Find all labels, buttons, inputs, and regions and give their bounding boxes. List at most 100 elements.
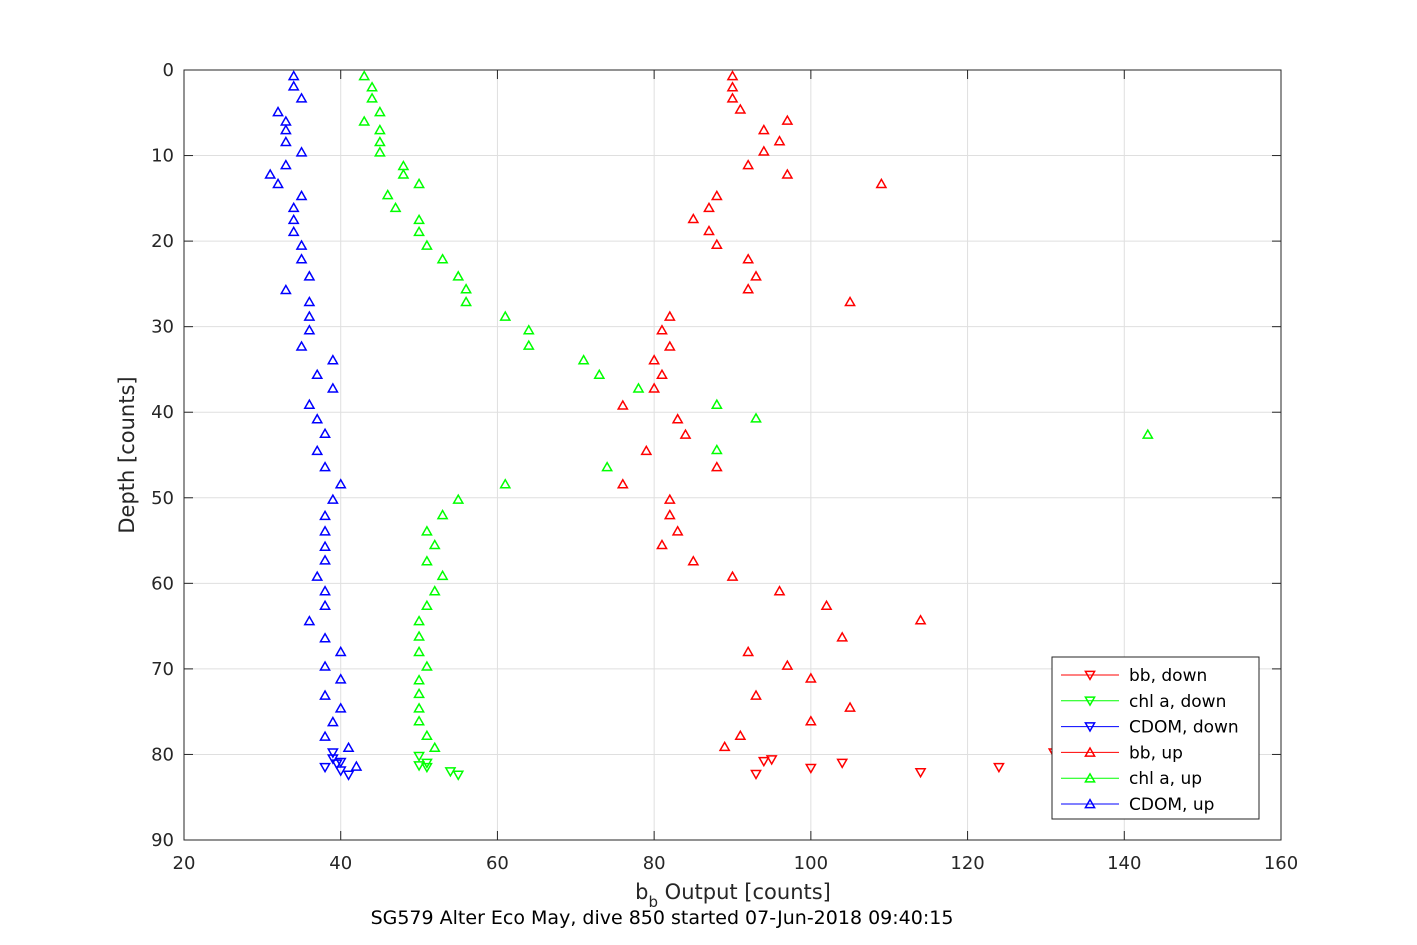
data-point [319, 554, 331, 565]
series-5 [264, 70, 363, 771]
data-point [311, 570, 324, 581]
data-point [421, 762, 433, 774]
data-point [742, 159, 755, 170]
data-point [319, 461, 331, 472]
data-point [374, 106, 386, 117]
data-point [413, 615, 425, 626]
data-point [330, 759, 343, 770]
legend-label: chl a, up [1129, 769, 1202, 789]
data-point [413, 177, 425, 189]
legend-item: bb, down [1061, 666, 1207, 686]
data-point [687, 555, 700, 566]
data-point [663, 493, 676, 504]
data-point [710, 443, 723, 455]
data-point [342, 741, 355, 753]
data-point [875, 177, 888, 189]
data-point [765, 755, 778, 766]
data-point [601, 461, 614, 472]
data-point [413, 645, 425, 657]
plot-frame [183, 69, 1282, 841]
y-tick-label: 80 [151, 744, 174, 765]
data-point [319, 762, 331, 774]
y-axis: 0 10 20 30 40 50 60 70 80 90 [151, 60, 1281, 851]
data-point [734, 103, 747, 114]
data-point [648, 382, 661, 393]
data-point [311, 368, 324, 380]
data-point [428, 741, 441, 753]
data-point [632, 382, 645, 393]
data-point [687, 212, 700, 224]
data-point [742, 283, 755, 294]
data-point [1141, 428, 1154, 439]
data-point [428, 585, 441, 596]
data-point [436, 569, 449, 581]
y-tick-label: 90 [151, 830, 174, 851]
data-point [499, 310, 512, 321]
data-point [350, 760, 363, 771]
legend-label: CDOM, down [1129, 718, 1239, 738]
data-point [804, 715, 817, 726]
data-point [319, 525, 331, 536]
data-point [750, 769, 762, 781]
data-point [295, 92, 308, 103]
data-point [303, 324, 316, 335]
data-point [279, 283, 292, 295]
y-tick-label: 70 [151, 659, 174, 680]
data-point [334, 673, 347, 684]
data-point [726, 92, 739, 103]
data-point [773, 135, 786, 146]
data-point [319, 599, 331, 611]
legend-item: CDOM, up [1061, 795, 1214, 815]
data-point [663, 509, 676, 520]
data-point [452, 493, 465, 504]
data-point [319, 509, 331, 521]
x-tick-label: 140 [1107, 853, 1141, 874]
data-point [703, 201, 715, 213]
data-point [820, 599, 833, 611]
data-point [703, 224, 715, 236]
data-point [295, 189, 308, 201]
data-point [413, 630, 425, 641]
legend-marker [1084, 722, 1096, 733]
x-tick-label: 100 [794, 853, 828, 874]
data-point [781, 659, 794, 670]
data-point [750, 412, 762, 423]
y-tick-label: 50 [151, 488, 174, 509]
y-tick-label: 40 [151, 402, 174, 423]
data-point [710, 238, 723, 249]
data-point [742, 645, 755, 657]
data-point [436, 509, 449, 520]
data-point [914, 767, 927, 779]
data-point [287, 225, 300, 237]
x-axis: 20 40 60 80 100 120 140 160 [173, 70, 1298, 874]
data-point [671, 413, 684, 424]
data-point [272, 106, 284, 117]
data-point [781, 114, 794, 125]
data-point [914, 614, 927, 625]
x-tick-label: 80 [643, 853, 666, 874]
data-point [656, 368, 668, 380]
data-point [616, 399, 629, 410]
data-point [334, 645, 347, 657]
data-point [421, 729, 433, 741]
data-point [710, 461, 723, 472]
data-point [421, 555, 433, 566]
data-point [303, 310, 316, 321]
data-point [366, 81, 378, 92]
data-point [679, 428, 692, 439]
data-point [319, 730, 331, 741]
data-point [436, 253, 449, 264]
data-point [311, 413, 324, 424]
data-point [358, 115, 371, 126]
legend-label: bb, up [1129, 743, 1183, 763]
data-point [413, 702, 425, 713]
legend-label: chl a, down [1129, 692, 1226, 712]
x-tick-label: 120 [950, 853, 984, 874]
data-point [421, 239, 433, 250]
data-point [421, 599, 433, 611]
data-point [303, 615, 316, 626]
data-point [413, 213, 425, 225]
series-0 [750, 748, 1060, 781]
legend-label: bb, down [1129, 666, 1207, 686]
data-point [326, 748, 339, 759]
